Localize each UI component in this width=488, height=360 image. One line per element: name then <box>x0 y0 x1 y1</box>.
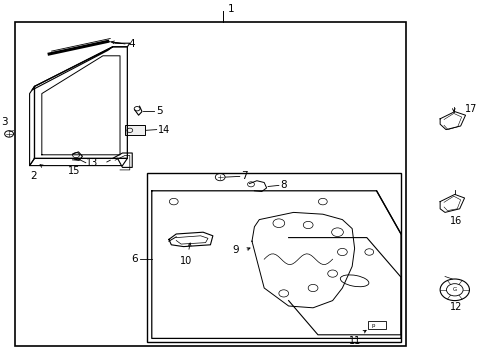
Text: 5: 5 <box>155 106 162 116</box>
Text: p: p <box>371 323 374 328</box>
Text: 3: 3 <box>1 117 7 127</box>
Text: 12: 12 <box>448 302 461 312</box>
Text: 16: 16 <box>449 216 461 226</box>
Text: 6: 6 <box>131 254 138 264</box>
Text: 11: 11 <box>348 336 361 346</box>
Text: 2: 2 <box>30 171 37 181</box>
Text: 8: 8 <box>280 180 286 190</box>
Text: G: G <box>452 287 456 292</box>
FancyBboxPatch shape <box>124 125 145 135</box>
Text: 14: 14 <box>157 125 169 135</box>
Text: 17: 17 <box>464 104 476 114</box>
Text: 1: 1 <box>227 4 234 14</box>
Text: 15: 15 <box>68 166 81 176</box>
Text: 7: 7 <box>241 171 247 181</box>
Text: 13: 13 <box>85 158 98 168</box>
Text: 9: 9 <box>232 245 238 255</box>
Text: 4: 4 <box>128 39 135 49</box>
Bar <box>15 22 405 346</box>
Text: 10: 10 <box>180 256 192 266</box>
Bar <box>367 321 386 329</box>
Bar <box>146 173 400 342</box>
